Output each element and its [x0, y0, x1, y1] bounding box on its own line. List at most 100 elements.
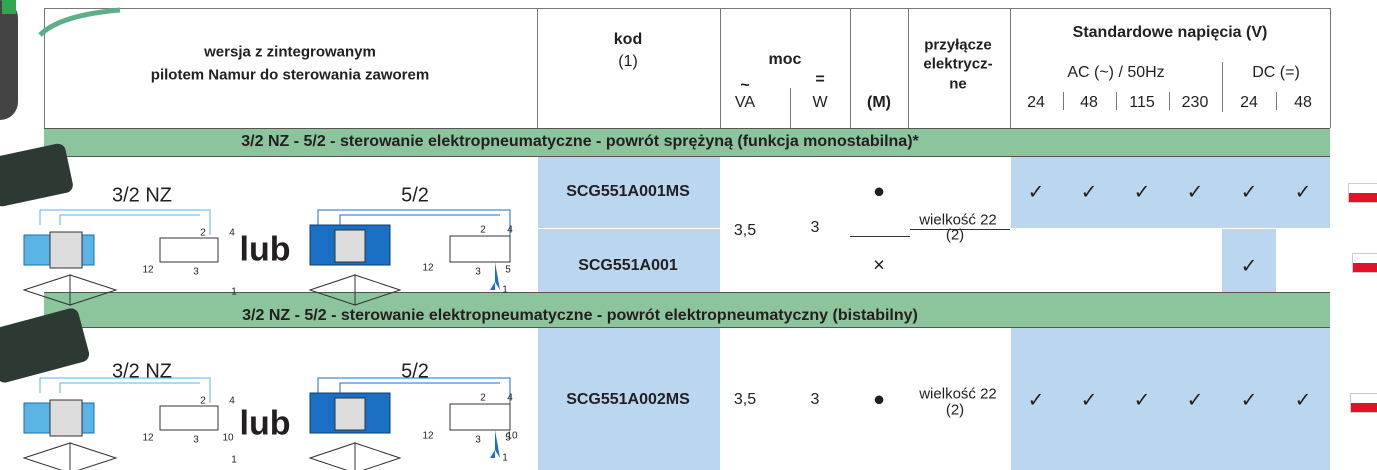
- port-label: 1: [231, 287, 237, 298]
- port-label: 10: [222, 433, 233, 444]
- manual: ●: [873, 181, 885, 204]
- check-bg: [1011, 327, 1330, 470]
- port-label: 2: [480, 393, 486, 404]
- port-label: 4: [229, 396, 235, 407]
- table-border: [1169, 92, 1170, 110]
- product-photo: [0, 0, 18, 120]
- check: ✓: [1241, 180, 1258, 205]
- check: ✓: [1241, 254, 1258, 279]
- diagram-label: lub: [240, 405, 291, 444]
- valve: [24, 275, 116, 305]
- header-text: VA: [735, 94, 755, 112]
- port-label: 3: [475, 435, 481, 446]
- power-w: 3: [811, 219, 820, 237]
- port-label: 2: [200, 228, 206, 239]
- flag: [1348, 183, 1377, 203]
- header-text: ~: [740, 77, 749, 95]
- connection-note: (2): [946, 402, 964, 419]
- table-border: [790, 88, 791, 128]
- check: ✓: [1028, 388, 1045, 413]
- connection-note: (2): [946, 227, 964, 244]
- check: ✓: [1241, 388, 1258, 413]
- voltage: 230: [1182, 94, 1209, 112]
- diagram-label: 5/2: [401, 185, 429, 208]
- table-border: [1063, 92, 1064, 110]
- port-label: 1: [231, 455, 237, 466]
- row-divider: [1011, 228, 1330, 229]
- port-label: 3: [193, 435, 199, 446]
- port-label: 1: [502, 285, 508, 296]
- header-text: przyłącze: [924, 37, 992, 54]
- connection: wielkość 22: [919, 386, 997, 403]
- table-border: [1276, 92, 1277, 110]
- port-label: 12: [142, 265, 153, 276]
- arrow: [40, 10, 120, 35]
- port-label: 1: [502, 453, 508, 464]
- power-w: 3: [811, 391, 820, 409]
- check: ✓: [1081, 180, 1098, 205]
- table-border: [1116, 92, 1117, 110]
- valve: [310, 275, 400, 305]
- flag: [1350, 393, 1377, 413]
- symbol: [450, 236, 510, 262]
- row-divider: [538, 228, 720, 229]
- code: SCG551A001: [578, 257, 678, 275]
- header-text: AC (~) / 50Hz: [1067, 64, 1164, 82]
- voltage: 48: [1080, 94, 1098, 112]
- check: ✓: [1134, 388, 1151, 413]
- row-divider: [850, 236, 910, 237]
- header-text: moc: [769, 51, 802, 69]
- voltage: 48: [1294, 94, 1312, 112]
- coil: [335, 230, 365, 262]
- header-text: (M): [867, 94, 891, 112]
- table-border: [537, 8, 538, 128]
- header-text: W: [812, 94, 827, 112]
- check: ✓: [1187, 388, 1204, 413]
- port-label: 12: [422, 263, 433, 274]
- product-photo: [0, 142, 74, 208]
- table-border: [1330, 8, 1331, 128]
- diagram-label: 5/2: [401, 361, 429, 384]
- flag: [1352, 253, 1377, 273]
- check-bg: [1011, 156, 1330, 228]
- port-label: 12: [142, 433, 153, 444]
- check: ✓: [1081, 388, 1098, 413]
- manual: ×: [873, 255, 885, 278]
- port-label: 3: [475, 267, 481, 278]
- check: ✓: [1134, 180, 1151, 205]
- check: ✓: [1295, 180, 1312, 205]
- voltage: 24: [1027, 94, 1045, 112]
- voltage: 24: [1240, 94, 1258, 112]
- power-va: 3,5: [734, 222, 756, 240]
- diagram-label: lub: [240, 231, 291, 270]
- coil: [50, 232, 82, 268]
- table-border: [908, 8, 909, 128]
- header-text: ne: [949, 76, 967, 93]
- header-text: kod: [614, 31, 642, 49]
- diagram-label: 3/2 NZ: [112, 185, 172, 208]
- table-border: [720, 8, 721, 128]
- table-border: [850, 8, 851, 128]
- voltage: 115: [1129, 94, 1155, 112]
- header-text: =: [815, 71, 824, 89]
- port-label: 10: [506, 431, 517, 442]
- code: SCG551A002MS: [566, 391, 690, 409]
- port-label: 2: [200, 396, 206, 407]
- check: ✓: [1028, 180, 1045, 205]
- port-label: 3: [193, 267, 199, 278]
- table-border: [1010, 8, 1011, 128]
- code: SCG551A001MS: [566, 183, 690, 201]
- table-border: [1222, 62, 1223, 112]
- header-text: (1): [618, 53, 638, 71]
- port-label: 4: [507, 225, 513, 236]
- port-label: 2: [480, 225, 486, 236]
- symbol: [490, 262, 500, 290]
- power-va: 3,5: [734, 391, 756, 409]
- product-photo: [0, 307, 91, 385]
- pipe: [40, 210, 210, 235]
- port-label: 4: [229, 228, 235, 239]
- port-label: 5: [505, 265, 511, 276]
- catalog-table: wersja z zintegrowanym pilotem Namur do …: [0, 0, 1377, 470]
- product-photo: [2, 0, 16, 14]
- header-text: DC (=): [1252, 64, 1300, 82]
